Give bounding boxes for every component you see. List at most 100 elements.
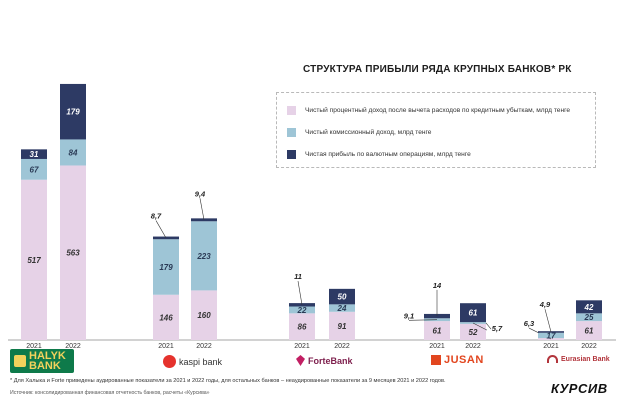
kaspi-emblem-icon	[163, 355, 176, 368]
source-note: Источник: консолидированная финансовая о…	[10, 390, 210, 396]
kaspi-logo-text: kaspi bank	[179, 356, 223, 367]
legend-swatch-commission-income	[287, 127, 296, 137]
footnote: * Для Халыка и Forte приведены аудирован…	[10, 378, 446, 384]
bar-kaspi-2022-commission-income	[191, 221, 217, 291]
year-label-kaspi-2022: 2022	[196, 343, 212, 350]
chart-title: СТРУКТУРА ПРИБЫЛИ РЯДА КРУПНЫХ БАНКОВ* Р…	[303, 64, 572, 75]
callout-line-kaspi-2022-fx-income	[199, 198, 205, 220]
bar-forte-2021-commission-income	[289, 306, 315, 314]
bar-jusan-2022-interest-income	[460, 323, 486, 340]
eurasian-emblem-icon	[547, 355, 558, 363]
eurasian-logo-text: Eurasian Bank	[561, 355, 610, 363]
value-label-kaspi-2021-commission-income: 179	[159, 263, 173, 272]
value-label-kaspi-2022-commission-income: 223	[196, 252, 211, 261]
forte-logo-text: ForteBank	[308, 355, 353, 366]
bar-kaspi-2021-commission-income	[153, 239, 179, 295]
value-label-forte-2022-fx-income: 50	[338, 293, 347, 302]
value-label-kaspi-2022-fx-income: 9,4	[195, 189, 206, 198]
legend-swatch-interest-income	[287, 105, 296, 115]
value-label-halyk-2022-commission-income: 84	[69, 148, 78, 157]
value-label-jusan-2021-commission-income: 9,1	[404, 311, 414, 320]
year-label-eurasian-2021: 2021	[543, 343, 559, 350]
bar-forte-2021-interest-income	[289, 313, 315, 340]
value-label-forte-2022-interest-income: 91	[338, 322, 347, 331]
value-label-halyk-2021-fx-income: 31	[30, 150, 39, 159]
callout-line-eurasian-2021-fx-income	[544, 309, 552, 333]
value-label-halyk-2021-commission-income: 67	[30, 165, 39, 174]
legend-swatch-fx-income	[287, 149, 296, 159]
value-label-eurasian-2021-interest-income: 6,3	[524, 319, 535, 328]
value-label-eurasian-2022-fx-income: 42	[584, 303, 594, 312]
value-label-halyk-2022-interest-income: 563	[66, 249, 80, 258]
value-label-eurasian-2021-fx-income: 4,9	[539, 300, 551, 309]
year-label-eurasian-2022: 2022	[581, 343, 597, 350]
bar-kaspi-2021-interest-income	[153, 294, 179, 340]
year-label-jusan-2022: 2022	[465, 343, 481, 350]
year-label-jusan-2021: 2021	[429, 343, 445, 350]
bar-eurasian-2022-fx-income	[576, 300, 602, 314]
value-label-jusan-2022-interest-income: 52	[469, 328, 478, 337]
forte-emblem-icon	[296, 355, 305, 366]
value-label-halyk-2021-interest-income: 517	[27, 256, 41, 265]
bar-halyk-2021-commission-income	[21, 158, 47, 180]
bar-kaspi-2022-interest-income	[191, 290, 217, 340]
value-label-kaspi-2022-interest-income: 160	[197, 311, 211, 320]
callout-line-jusan-2022-commission-income	[472, 322, 488, 331]
kaspi-bank-logo: kaspi bank	[163, 355, 222, 368]
value-label-forte-2021-interest-income: 86	[298, 323, 307, 332]
bar-halyk-2021-interest-income	[21, 179, 47, 340]
bar-forte-2022-commission-income	[329, 304, 355, 312]
value-label-eurasian-2022-commission-income: 25	[584, 313, 594, 322]
bar-forte-2022-interest-income	[329, 311, 355, 340]
year-label-halyk-2022: 2022	[65, 343, 81, 350]
value-label-jusan-2021-fx-income: 14	[433, 281, 442, 290]
halyk-bank-logo: HALYK BANK	[10, 349, 74, 373]
legend-item-fx-income: Чистая прибыль по валютным операциям, мл…	[287, 143, 585, 165]
value-label-forte-2021-fx-income: 11	[294, 272, 302, 281]
year-label-forte-2022: 2022	[334, 343, 350, 350]
bar-jusan-2021-interest-income	[424, 321, 450, 340]
year-label-halyk-2021: 2021	[26, 343, 42, 350]
legend-label-interest-income: Чистый процентный доход после вычета рас…	[305, 106, 571, 114]
year-label-kaspi-2021: 2021	[158, 343, 174, 350]
value-label-jusan-2022-fx-income: 61	[469, 309, 478, 318]
bar-eurasian-2022-interest-income	[576, 321, 602, 340]
bar-halyk-2022-fx-income	[60, 83, 86, 140]
legend-label-fx-income: Чистая прибыль по валютным операциям, мл…	[305, 150, 471, 158]
legend-item-interest-income: Чистый процентный доход после вычета рас…	[287, 99, 585, 121]
legend: Чистый процентный доход после вычета рас…	[276, 92, 596, 168]
legend-label-commission-income: Чистый комиссионный доход, млрд тенге	[305, 128, 432, 136]
value-label-jusan-2022-commission-income: 5,7	[492, 324, 503, 333]
year-label-forte-2021: 2021	[294, 343, 310, 350]
halyk-emblem-icon	[14, 355, 26, 367]
callout-line-forte-2021-fx-income	[297, 281, 303, 305]
forte-bank-logo: ForteBank	[296, 355, 353, 366]
halyk-logo-text: HALYK BANK	[29, 350, 66, 372]
bar-halyk-2021-fx-income	[21, 149, 47, 159]
kursiv-publisher-logo: КУРСИВ	[551, 381, 608, 396]
bar-forte-2022-fx-income	[329, 288, 355, 305]
value-label-halyk-2022-fx-income: 179	[66, 108, 80, 117]
value-label-jusan-2021-interest-income: 61	[433, 327, 442, 336]
bar-halyk-2022-commission-income	[60, 139, 86, 166]
value-label-eurasian-2022-interest-income: 61	[585, 327, 594, 336]
eurasian-bank-logo: Eurasian Bank	[547, 355, 610, 363]
bar-jusan-2022-fx-income	[460, 303, 486, 323]
jusan-emblem-icon	[431, 355, 441, 365]
bar-halyk-2022-interest-income	[60, 165, 86, 340]
value-label-kaspi-2021-fx-income: 8,7	[151, 212, 162, 221]
jusan-logo-text: JUSAN	[444, 354, 484, 366]
callout-line-jusan-2021-commission-income	[408, 319, 438, 321]
value-label-eurasian-2021-commission-income: 17	[547, 331, 556, 340]
value-label-forte-2021-commission-income: 22	[297, 306, 307, 315]
jusan-bank-logo: JUSAN	[431, 354, 484, 366]
bar-eurasian-2021-commission-income	[538, 332, 564, 339]
legend-item-commission-income: Чистый комиссионный доход, млрд тенге	[287, 121, 585, 143]
value-label-kaspi-2021-interest-income: 146	[159, 313, 173, 322]
callout-line-kaspi-2021-fx-income	[155, 220, 167, 239]
bar-eurasian-2022-commission-income	[576, 313, 602, 322]
callout-extension-jusan-2022	[485, 322, 492, 330]
value-label-forte-2022-commission-income: 24	[337, 304, 347, 313]
